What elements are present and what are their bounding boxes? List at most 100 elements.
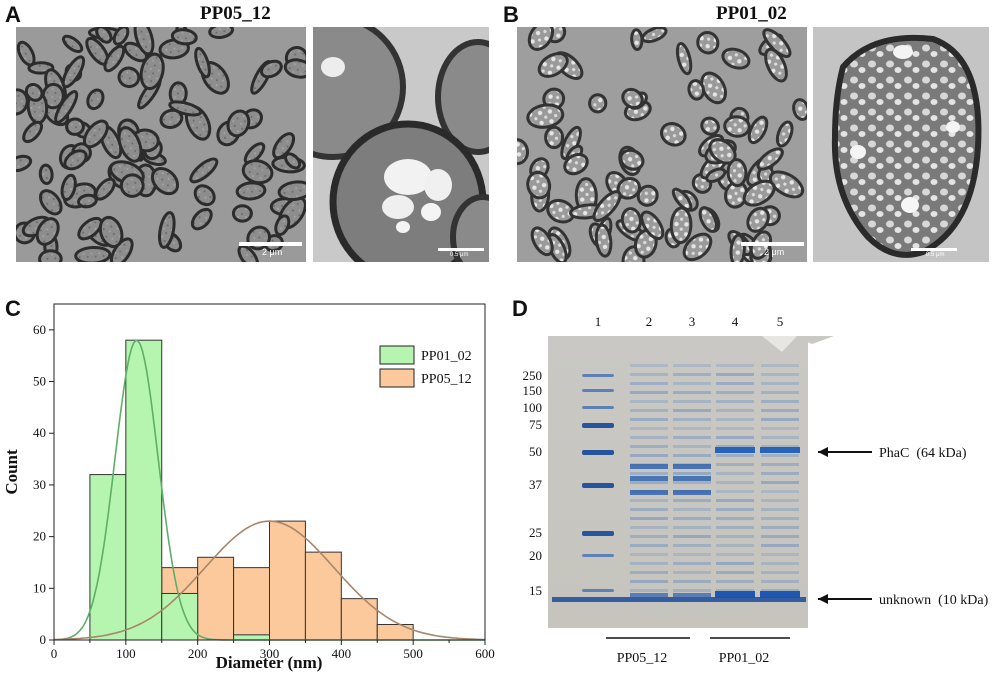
bacterial-cell	[594, 223, 613, 258]
marker-label: 150	[523, 383, 543, 398]
sample-band	[716, 562, 754, 565]
bacterial-cell	[193, 184, 216, 207]
sample-band	[761, 553, 799, 556]
bacterial-cell	[16, 40, 36, 67]
bacterial-cell	[792, 98, 807, 121]
x-axis-label: Diameter (nm)	[216, 653, 323, 672]
bacterial-cell	[159, 108, 184, 130]
sample-band	[630, 418, 668, 421]
sample-band	[673, 427, 711, 430]
group-label-pp01-02: PP01_02	[719, 651, 770, 666]
sample-band	[630, 436, 668, 439]
bacterial-cell	[189, 157, 219, 184]
bacterial-cell	[117, 66, 141, 89]
sample-band	[716, 454, 754, 457]
sample-band	[716, 463, 754, 466]
bacterial-cell	[721, 47, 751, 70]
bacterial-cell	[592, 190, 622, 222]
bacterial-cell	[231, 204, 253, 223]
bacterial-cell	[274, 214, 291, 237]
sample-band	[673, 364, 711, 367]
sample-band	[673, 391, 711, 394]
bacterial-cell	[119, 173, 145, 198]
sample-band	[630, 508, 668, 511]
bacterial-cell	[537, 52, 569, 78]
scale-bar	[438, 248, 484, 251]
sample-band	[716, 373, 754, 376]
ladder-band	[582, 423, 614, 428]
tem-image-pp01-02-overview	[517, 27, 807, 262]
sample-band	[630, 364, 668, 367]
sample-band	[716, 589, 754, 592]
lane-number: 2	[646, 314, 653, 329]
sample-band	[761, 580, 799, 583]
bacterial-cell	[22, 120, 44, 144]
scale-bar	[911, 248, 957, 251]
bacterial-cell	[530, 226, 554, 257]
histogram-bar-pp01-02	[89, 474, 127, 641]
ladder-band	[582, 589, 614, 592]
bacterial-cell	[675, 41, 693, 76]
histogram-bar-pp05-12	[376, 623, 414, 641]
sample-band	[630, 490, 668, 495]
marker-label: 50	[529, 444, 542, 459]
sample-band	[673, 382, 711, 385]
sample-band	[761, 535, 799, 538]
ladder-band	[582, 531, 614, 536]
y-tick-label: 50	[33, 374, 46, 389]
bacterial-cell	[112, 27, 130, 46]
sample-band	[630, 481, 668, 484]
bacterial-cell	[621, 87, 644, 110]
bacterial-cell	[241, 159, 274, 185]
sample-band	[673, 472, 711, 475]
bacterial-cell	[38, 163, 54, 185]
y-tick-label: 60	[33, 322, 46, 337]
bacterial-cell	[194, 46, 211, 79]
bacterial-cell	[669, 206, 693, 245]
bacterial-cell	[54, 90, 79, 124]
panel-letter-b: B	[503, 2, 519, 27]
scale-label: 0.5 μm	[926, 252, 945, 258]
bacterial-cell	[671, 187, 693, 212]
unknown-band	[715, 591, 755, 598]
legend-label-pp05-12: PP05_12	[421, 372, 472, 387]
bacterial-cell	[95, 27, 113, 44]
legend: PP01_02 PP05_12	[379, 345, 472, 388]
sample-band	[761, 445, 799, 448]
bacterial-cell	[526, 171, 552, 200]
bacterial-cell	[588, 93, 608, 114]
sample-band	[716, 580, 754, 583]
ladder-band	[582, 374, 614, 377]
sample-band	[761, 517, 799, 520]
histogram-bar-pp05-12	[269, 520, 306, 641]
legend-swatch-pp05-12	[379, 368, 415, 388]
sample-band	[761, 391, 799, 394]
sample-band	[673, 571, 711, 574]
sample-band	[673, 562, 711, 565]
bacterial-cell	[283, 58, 306, 79]
sample-band	[630, 526, 668, 529]
sample-band	[630, 580, 668, 583]
marker-label: 15	[529, 583, 542, 598]
sample-band	[630, 445, 668, 448]
ladder-band	[582, 554, 614, 557]
marker-label: 25	[529, 525, 542, 540]
sample-band	[716, 364, 754, 367]
bacterial-cell	[284, 152, 302, 170]
bacterial-cell	[190, 207, 213, 231]
sample-band	[761, 463, 799, 466]
bacterial-cell	[544, 125, 565, 150]
bacterial-cell	[762, 28, 792, 59]
bacterial-cell	[103, 44, 126, 73]
sample-band	[761, 544, 799, 547]
unknown-band	[760, 591, 800, 598]
sample-band	[630, 373, 668, 376]
bacterial-cell	[272, 132, 296, 160]
sample-band	[630, 535, 668, 538]
sample-band	[761, 373, 799, 376]
tem-image-pp01-02-zoom	[813, 27, 989, 262]
sample-band	[630, 544, 668, 547]
bacterial-cell	[742, 179, 776, 207]
sample-band	[761, 382, 799, 385]
bacterial-cell	[60, 173, 77, 202]
